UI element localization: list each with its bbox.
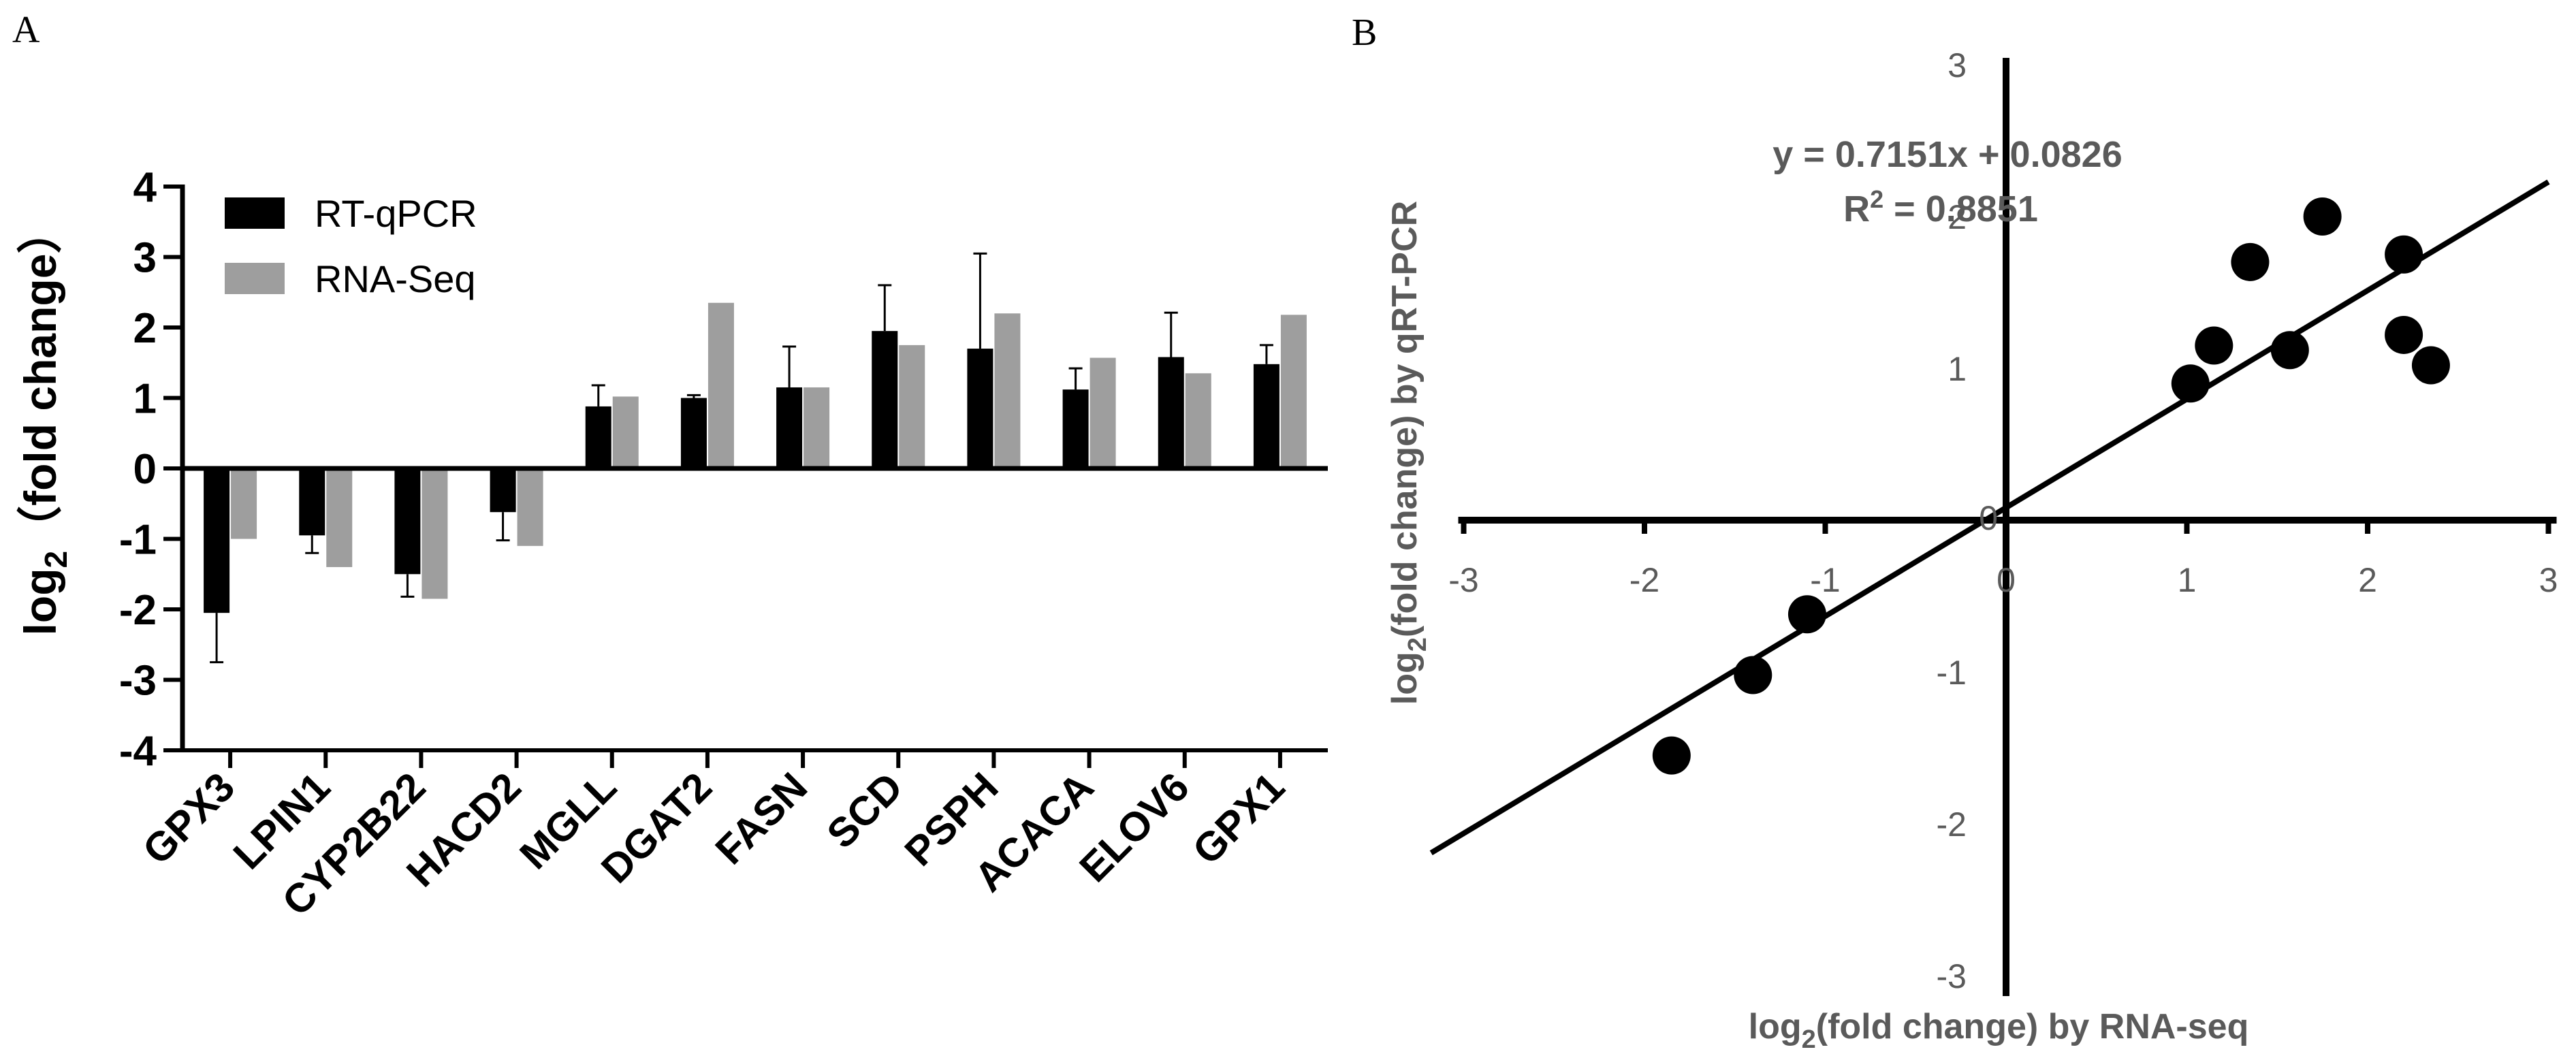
bar-rna-seq-fasn bbox=[804, 387, 830, 468]
bar-rna-seq-mgll bbox=[612, 396, 639, 468]
chart-b-tick-labels: -3 -2 -1 0 1 2 3 -3 -2 -1 0 1 2 3 bbox=[1448, 46, 2558, 995]
scatter-point bbox=[2385, 315, 2423, 354]
bar-rt-qpcr-scd bbox=[872, 331, 898, 468]
category-label-gpx1: GPX1 bbox=[1184, 764, 1294, 874]
chart-b-points bbox=[1652, 197, 2450, 775]
scatter-point bbox=[1787, 595, 1826, 634]
y-tick-label: -1 bbox=[1937, 654, 1967, 692]
y-tick-label: -2 bbox=[119, 587, 157, 634]
bar-rt-qpcr-lpin1 bbox=[299, 468, 325, 536]
bar-rt-qpcr-hacd2 bbox=[490, 468, 516, 513]
bar-rna-seq-elov6 bbox=[1185, 373, 1211, 468]
chart-a: -4 -3 -2 -1 0 1 2 3 4 GPX3LPIN1CYP2B22HACD2MGLLD… bbox=[15, 164, 1328, 925]
chart-a-y-axis-label: log2（fold change） bbox=[15, 209, 74, 636]
scatter-point bbox=[1652, 736, 1691, 775]
bar-rt-qpcr-acaca bbox=[1062, 389, 1089, 468]
x-tick-label: -2 bbox=[1629, 561, 1659, 599]
y-tick-label: 0 bbox=[1979, 499, 1998, 537]
bar-rt-qpcr-dgat2 bbox=[680, 398, 707, 468]
panel-a-letter: A bbox=[12, 9, 40, 51]
x-tick-label: 1 bbox=[2178, 561, 2197, 599]
y-tick-label: 1 bbox=[133, 376, 157, 423]
trendline bbox=[1429, 179, 2550, 856]
bar-rna-seq-acaca bbox=[1090, 357, 1116, 468]
bar-rt-qpcr-gpx3 bbox=[204, 468, 230, 613]
bar-rna-seq-cyp2b22 bbox=[422, 468, 448, 599]
bar-rt-qpcr-elov6 bbox=[1158, 357, 1184, 468]
x-tick-label: -1 bbox=[1810, 561, 1840, 599]
y-tick-label: 2 bbox=[1947, 198, 1967, 236]
y-tick-label: -1 bbox=[119, 517, 157, 564]
chart-b-trendline bbox=[1429, 179, 2550, 856]
bar-rt-qpcr-mgll bbox=[585, 406, 611, 468]
y-tick-label: 4 bbox=[133, 164, 157, 211]
scatter-point bbox=[1734, 656, 1772, 694]
chart-b-y-axis-label: log2(fold change) by qRT-PCR bbox=[1385, 201, 1432, 705]
category-label-elov6: ELOV6 bbox=[1070, 764, 1197, 891]
scatter-point bbox=[2195, 326, 2233, 365]
scatter-point bbox=[2231, 242, 2270, 281]
panel-b-letter: B bbox=[1352, 12, 1377, 54]
chart-b-axes bbox=[1458, 58, 2557, 996]
category-label-gpx3: GPX3 bbox=[134, 764, 244, 874]
chart-a-legend: RT-qPCR RNA-Seq bbox=[225, 192, 477, 300]
x-tick-label: 0 bbox=[1997, 561, 2016, 599]
bar-rna-seq-dgat2 bbox=[707, 302, 734, 468]
bar-rna-seq-gpx3 bbox=[231, 468, 257, 539]
bar-rna-seq-lpin1 bbox=[326, 468, 353, 567]
y-tick-label: 1 bbox=[1947, 350, 1967, 388]
chart-a-axes bbox=[180, 185, 1328, 752]
bar-rt-qpcr-cyp2b22 bbox=[394, 468, 421, 575]
y-tick-label: -2 bbox=[1937, 805, 1967, 844]
chart-a-y-axis-ticks: -4 -3 -2 -1 0 1 2 3 4 bbox=[119, 164, 182, 775]
y-tick-label: -3 bbox=[119, 658, 157, 705]
legend-swatch-rt-qpcr bbox=[225, 197, 285, 229]
legend-swatch-rna-seq bbox=[225, 263, 285, 294]
bar-rna-seq-scd bbox=[899, 345, 925, 468]
category-label-fasn: FASN bbox=[707, 764, 816, 874]
x-tick-label: 2 bbox=[2358, 561, 2377, 599]
y-tick-label: 0 bbox=[133, 446, 157, 493]
bar-rt-qpcr-gpx1 bbox=[1253, 364, 1279, 468]
bar-rt-qpcr-fasn bbox=[776, 387, 803, 468]
chart-a-bars bbox=[204, 252, 1307, 664]
chart-b-equation: y = 0.7151x + 0.0826 bbox=[1772, 134, 2122, 175]
y-tick-label: 3 bbox=[133, 235, 157, 282]
y-tick-label: -4 bbox=[119, 728, 157, 775]
scatter-point bbox=[2411, 346, 2450, 385]
legend-label-rt-qpcr: RT-qPCR bbox=[315, 192, 477, 235]
chart-b-r-squared: R2 = 0.8851 bbox=[1843, 185, 2038, 229]
scatter-point bbox=[2171, 364, 2210, 403]
x-tick-label: 3 bbox=[2539, 561, 2558, 599]
bar-rna-seq-psph bbox=[994, 313, 1021, 468]
legend-label-rna-seq: RNA-Seq bbox=[315, 257, 476, 300]
y-tick-label: 2 bbox=[133, 305, 157, 352]
scatter-point bbox=[2303, 197, 2342, 236]
bar-rt-qpcr-psph bbox=[967, 349, 993, 468]
y-tick-label: -3 bbox=[1937, 957, 1967, 995]
x-tick-label: -3 bbox=[1448, 561, 1478, 599]
scatter-point bbox=[2385, 235, 2423, 274]
chart-b: -3 -2 -1 0 1 2 3 -3 -2 -1 0 1 2 3 y = 0.7151x + 0.082… bbox=[1385, 46, 2558, 1054]
y-tick-label: 3 bbox=[1947, 46, 1967, 84]
bar-rna-seq-gpx1 bbox=[1280, 315, 1307, 468]
bar-rna-seq-hacd2 bbox=[517, 468, 543, 546]
scatter-point bbox=[2270, 331, 2309, 370]
chart-b-x-axis-label: log2(fold change) by RNA-seq bbox=[1749, 1007, 2249, 1053]
